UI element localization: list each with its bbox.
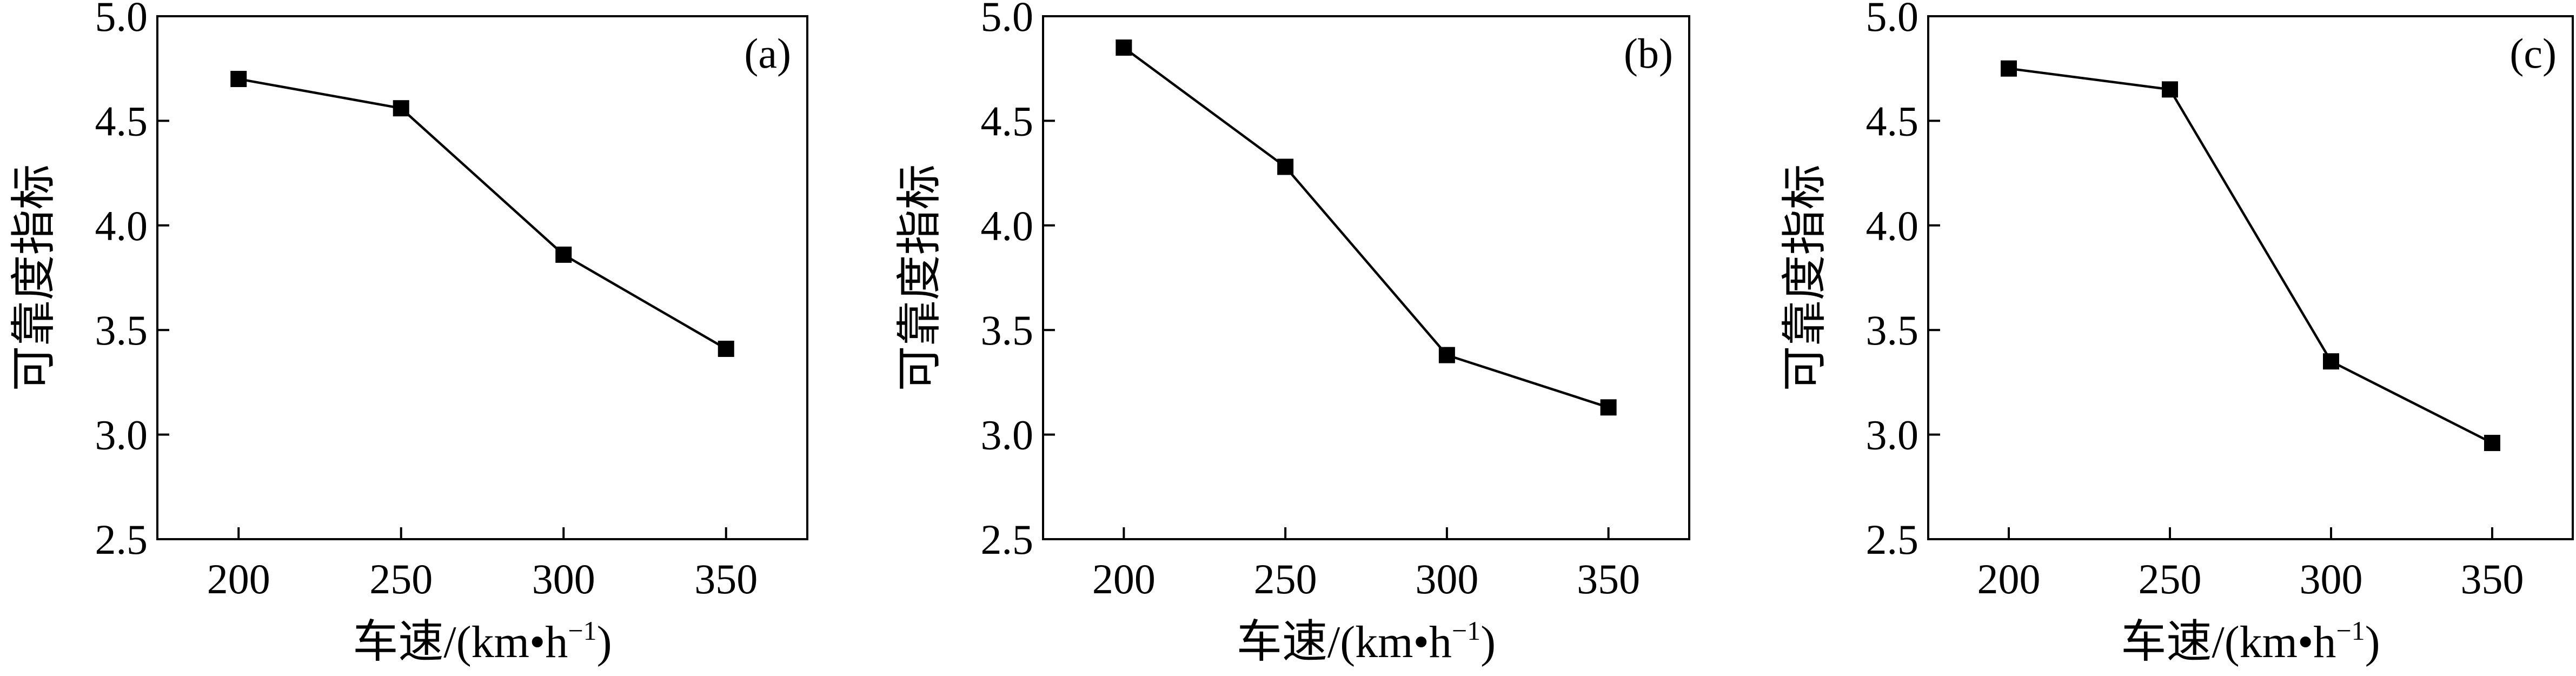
x-tick-label: 250 [369,555,433,602]
x-tick-label: 350 [694,555,758,602]
data-point [1438,347,1455,363]
y-axis-label: 可靠度指标 [1780,164,1830,391]
x-axis-label-superscript: −1 [1452,615,1480,646]
chart-panel-2: 2.5 3.0 3.5 4.0 4.5 5.0 200 250 300 350 (c) 车速/(km•… [1780,0,2574,667]
x-tick-label: 200 [1977,555,2041,602]
x-tick-label: 350 [1577,555,1640,602]
y-tick-label: 5.0 [95,0,148,40]
plot-frame [1927,15,2574,540]
chart-panel-0: 2.5 3.0 3.5 4.0 4.5 5.0 200 250 300 350 (a) 车速/(km•… [9,0,808,667]
y-axis-label: 可靠度指标 [9,164,59,391]
plot-frame [156,15,808,540]
chart-panel-1: 2.5 3.0 3.5 4.0 4.5 5.0 200 250 300 350 (b) 车速/(km•… [895,0,1690,667]
data-point [555,246,572,263]
y-tick-label: 2.5 [95,516,148,563]
y-tick-label: 3.5 [981,307,1034,354]
y-tick-label: 4.0 [1866,202,1919,249]
x-tick-label: 300 [2300,555,2363,602]
plot-frame [1042,15,1690,540]
data-point [2323,353,2339,370]
x-axis-label-main: 车速/(km•h [1237,617,1452,667]
y-tick-label: 3.0 [981,412,1034,459]
data-point [1116,39,1132,56]
y-tick-label: 5.0 [1866,0,1919,40]
y-tick-label: 3.5 [95,307,148,354]
data-point [2001,60,2017,77]
x-axis-label-main: 车速/(km•h [353,617,568,667]
data-point [230,71,247,88]
panel-label: (a) [744,30,791,77]
y-tick-label: 3.5 [1866,307,1919,354]
y-tick-label: 4.0 [95,202,148,249]
data-point [1277,158,1294,175]
x-tick-label: 350 [2461,555,2524,602]
series-line [238,77,727,350]
x-tick-label: 200 [1092,555,1156,602]
data-point [2162,81,2178,98]
x-axis-label-close: ) [597,617,612,667]
x-tick-label: 200 [207,555,270,602]
y-tick-label: 2.5 [981,516,1034,563]
x-tick-label: 250 [1254,555,1317,602]
y-tick-label: 5.0 [981,0,1034,40]
x-axis-label-superscript: −1 [2336,615,2365,646]
x-axis-label: 车速/(km•h−1) [1237,615,1496,667]
x-axis-label: 车速/(km•h−1) [353,615,612,667]
x-tick-label: 300 [532,555,595,602]
y-tick-label: 3.0 [1866,412,1919,459]
x-tick-label: 250 [2139,555,2202,602]
x-axis-label-close: ) [2365,617,2380,667]
y-tick-label: 4.5 [981,97,1034,144]
data-point [1600,399,1617,416]
x-axis-label-close: ) [1480,617,1496,667]
panel-label: (b) [1624,30,1673,77]
x-axis-label-superscript: −1 [568,615,596,646]
x-axis-label: 车速/(km•h−1) [2121,615,2380,667]
y-tick-label: 4.5 [95,97,148,144]
y-tick-label: 4.0 [981,202,1034,249]
y-tick-label: 3.0 [95,412,148,459]
data-point [718,341,734,357]
x-tick-label: 300 [1415,555,1478,602]
data-point [2484,435,2500,452]
panel-label: (c) [2509,30,2557,77]
series-line [2008,67,2493,445]
y-axis-label: 可靠度指标 [895,164,945,391]
y-tick-label: 2.5 [1866,516,1919,563]
x-axis-label-main: 车速/(km•h [2121,617,2336,667]
y-tick-label: 4.5 [1866,97,1919,144]
series-line [1123,47,1609,409]
data-point [393,100,409,117]
